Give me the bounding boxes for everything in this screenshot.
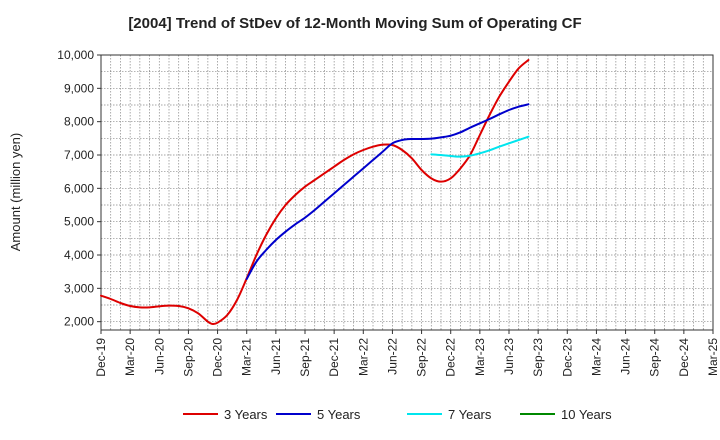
y-tick-label: 5,000 — [64, 215, 94, 229]
x-tick-label: Dec-23 — [560, 338, 574, 377]
y-tick-label: 10,000 — [57, 48, 94, 62]
grid-lines — [101, 55, 713, 330]
legend: 3 Years 5 Years 7 Years 10 Years — [183, 407, 612, 422]
series-line-3-years — [100, 59, 530, 326]
y-tick-label: 6,000 — [64, 181, 94, 195]
x-tick-label: Dec-22 — [444, 338, 458, 377]
x-tick-label: Jun-20 — [152, 338, 166, 375]
x-tick-label: Sep-22 — [415, 338, 429, 377]
x-tick-label: Jun-21 — [269, 338, 283, 375]
y-axis-ticks: 2,000 3,000 4,000 5,000 6,000 7,000 8,000 9,000… — [57, 48, 101, 329]
x-tick-label: Dec-20 — [211, 338, 225, 377]
series-line-5-years — [245, 103, 530, 280]
x-tick-label: Mar-20 — [123, 338, 137, 376]
legend-label-5-years: 5 Years — [317, 407, 361, 422]
x-tick-label: Sep-20 — [181, 338, 195, 377]
x-tick-label: Jun-22 — [385, 338, 399, 375]
legend-label-10-years: 10 Years — [561, 407, 612, 422]
x-tick-label: Mar-21 — [240, 338, 254, 376]
x-tick-label: Mar-23 — [473, 338, 487, 376]
legend-label-7-years: 7 Years — [448, 407, 492, 422]
x-tick-label: Mar-24 — [589, 338, 603, 376]
y-tick-label: 2,000 — [64, 315, 94, 329]
x-tick-label: Sep-23 — [531, 338, 545, 377]
series-lines — [100, 59, 530, 326]
y-tick-label: 3,000 — [64, 281, 94, 295]
x-tick-label: Mar-22 — [356, 338, 370, 376]
y-axis-label: Amount (million yen) — [8, 133, 23, 252]
legend-label-3-years: 3 Years — [224, 407, 268, 422]
x-tick-label: Mar-25 — [706, 338, 720, 376]
y-tick-label: 8,000 — [64, 115, 94, 129]
y-tick-label: 4,000 — [64, 248, 94, 262]
chart-title: [2004] Trend of StDev of 12-Month Moving… — [128, 15, 581, 32]
x-tick-label: Dec-24 — [677, 338, 691, 377]
y-tick-label: 7,000 — [64, 148, 94, 162]
x-tick-label: Jun-24 — [619, 338, 633, 375]
x-tick-label: Sep-21 — [298, 338, 312, 377]
y-tick-label: 9,000 — [64, 81, 94, 95]
series-line-7-years — [430, 135, 530, 158]
x-axis-ticks: Dec-19 Mar-20 Jun-20 Sep-20 Dec-20 Mar-21 Jun-… — [94, 330, 720, 377]
x-tick-label: Jun-23 — [502, 338, 516, 375]
x-tick-label: Dec-21 — [327, 338, 341, 377]
plot-area — [100, 54, 714, 331]
x-tick-label: Sep-24 — [648, 338, 662, 377]
x-tick-label: Dec-19 — [94, 338, 108, 377]
